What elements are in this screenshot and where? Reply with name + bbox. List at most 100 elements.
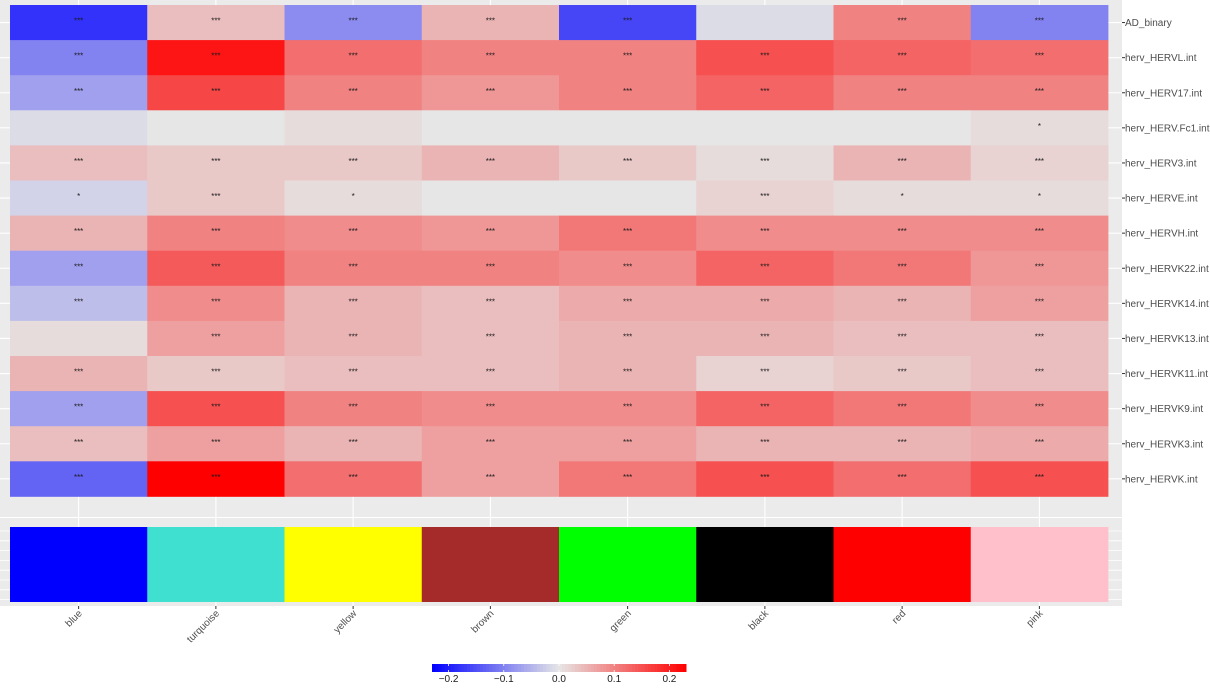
heatmap-cell xyxy=(10,215,148,252)
heatmap-cell xyxy=(10,5,148,41)
trait-label: herv_HERVK3.int xyxy=(1125,439,1203,450)
significance-label: *** xyxy=(623,332,632,341)
significance-label: *** xyxy=(623,438,632,447)
heatmap-cell xyxy=(559,391,697,427)
significance-label: *** xyxy=(486,157,495,166)
legend-gradient-step xyxy=(482,664,487,672)
significance-label: *** xyxy=(760,157,769,166)
heatmap-cell xyxy=(421,110,560,146)
heatmap-cell xyxy=(559,461,697,497)
module-labels: blue turquoise yellow brown green black red pin… xyxy=(64,606,1046,645)
significance-label: *** xyxy=(348,157,357,166)
legend-gradient-step xyxy=(533,664,538,672)
legend-gradient-step xyxy=(597,664,601,672)
legend-gradient-step xyxy=(590,664,595,672)
significance-label: *** xyxy=(211,227,220,236)
heatmap-cell xyxy=(10,75,148,111)
significance-label: *** xyxy=(897,403,906,412)
trait-label: herv_HERVK9.int xyxy=(1125,404,1203,415)
legend-gradient-step xyxy=(476,664,481,672)
legend-gradient-step xyxy=(635,664,639,672)
heatmap-cell xyxy=(559,145,697,181)
heatmap-cell xyxy=(970,391,1109,427)
heatmap-cell xyxy=(10,250,148,287)
significance-label: *** xyxy=(348,52,357,61)
heatmap-cell xyxy=(696,285,834,322)
heatmap-cell xyxy=(147,426,285,462)
significance-label: *** xyxy=(897,438,906,447)
trait-label: herv_HERVH.int xyxy=(1125,229,1198,240)
significance-label: * xyxy=(77,192,80,201)
legend-gradient-step xyxy=(546,664,550,672)
module-label: pink xyxy=(1025,608,1046,629)
significance-label: *** xyxy=(760,368,769,377)
significance-label: *** xyxy=(211,52,220,61)
module-color-swatch xyxy=(10,527,148,602)
heatmap-cell xyxy=(559,356,697,392)
significance-label: *** xyxy=(623,87,632,96)
heatmap-cell xyxy=(696,320,834,357)
heatmap-cell xyxy=(284,40,423,76)
heatmap-cell xyxy=(833,215,972,252)
heatmap-cell xyxy=(696,250,834,287)
heatmap-cell xyxy=(833,250,972,287)
legend-gradient-step xyxy=(641,664,646,672)
significance-label: *** xyxy=(211,157,220,166)
significance-label: *** xyxy=(486,403,495,412)
legend-tick-label: −0.2 xyxy=(439,674,459,685)
significance-label: *** xyxy=(760,403,769,412)
heatmap-cell xyxy=(10,110,148,146)
module-color-swatch xyxy=(284,527,423,602)
heatmap-cell xyxy=(10,180,148,216)
legend-gradient-step xyxy=(536,664,541,672)
legend-gradient-step xyxy=(447,664,452,672)
module-color-swatch xyxy=(421,527,560,602)
heatmap-cell xyxy=(833,356,972,392)
legend-gradient-step xyxy=(517,664,522,672)
significance-label: *** xyxy=(760,438,769,447)
legend-gradient-step xyxy=(530,664,535,672)
significance-label: *** xyxy=(211,368,220,377)
significance-label: *** xyxy=(348,87,357,96)
legend-gradient-step xyxy=(454,664,458,672)
legend-gradient-step xyxy=(638,664,643,672)
significance-label: *** xyxy=(348,473,357,482)
significance-label: *** xyxy=(760,297,769,306)
module-color-swatch xyxy=(147,527,285,602)
heatmap-cell xyxy=(147,285,285,322)
heatmap-cell xyxy=(559,110,697,146)
legend-gradient-step xyxy=(660,664,665,672)
legend-gradient-step xyxy=(514,664,519,672)
heatmap-cell xyxy=(421,391,560,427)
heatmap-cell xyxy=(970,145,1109,181)
trait-label: herv_HERVK14.int xyxy=(1125,299,1209,310)
legend-gradient-step xyxy=(574,664,579,672)
heatmap-cell xyxy=(421,285,560,322)
significance-label: * xyxy=(901,192,904,201)
significance-label: *** xyxy=(74,297,83,306)
legend-gradient-step xyxy=(527,664,531,672)
heatmap-cell xyxy=(559,285,697,322)
significance-label: *** xyxy=(623,368,632,377)
heatmap-cell xyxy=(970,215,1109,252)
trait-label: herv_HERV17.int xyxy=(1125,88,1202,99)
heatmap-cell xyxy=(696,215,834,252)
legend-gradient-step xyxy=(625,664,630,672)
legend-gradient-step xyxy=(555,664,560,672)
significance-label: *** xyxy=(623,227,632,236)
significance-label: *** xyxy=(897,52,906,61)
legend-gradient-step xyxy=(489,664,493,672)
heatmap-cell xyxy=(10,426,148,462)
heatmap-cell xyxy=(10,145,148,181)
significance-label: *** xyxy=(486,262,495,271)
significance-label: * xyxy=(1038,192,1041,201)
significance-label: *** xyxy=(1035,473,1044,482)
legend-gradient-step xyxy=(492,664,496,672)
module-label: brown xyxy=(469,608,496,635)
significance-label: *** xyxy=(1035,17,1044,26)
heatmap-cell xyxy=(970,40,1109,76)
legend-gradient-step xyxy=(524,664,528,672)
legend-gradient-step xyxy=(587,664,592,672)
significance-label: *** xyxy=(760,52,769,61)
heatmap-cell xyxy=(147,461,285,497)
